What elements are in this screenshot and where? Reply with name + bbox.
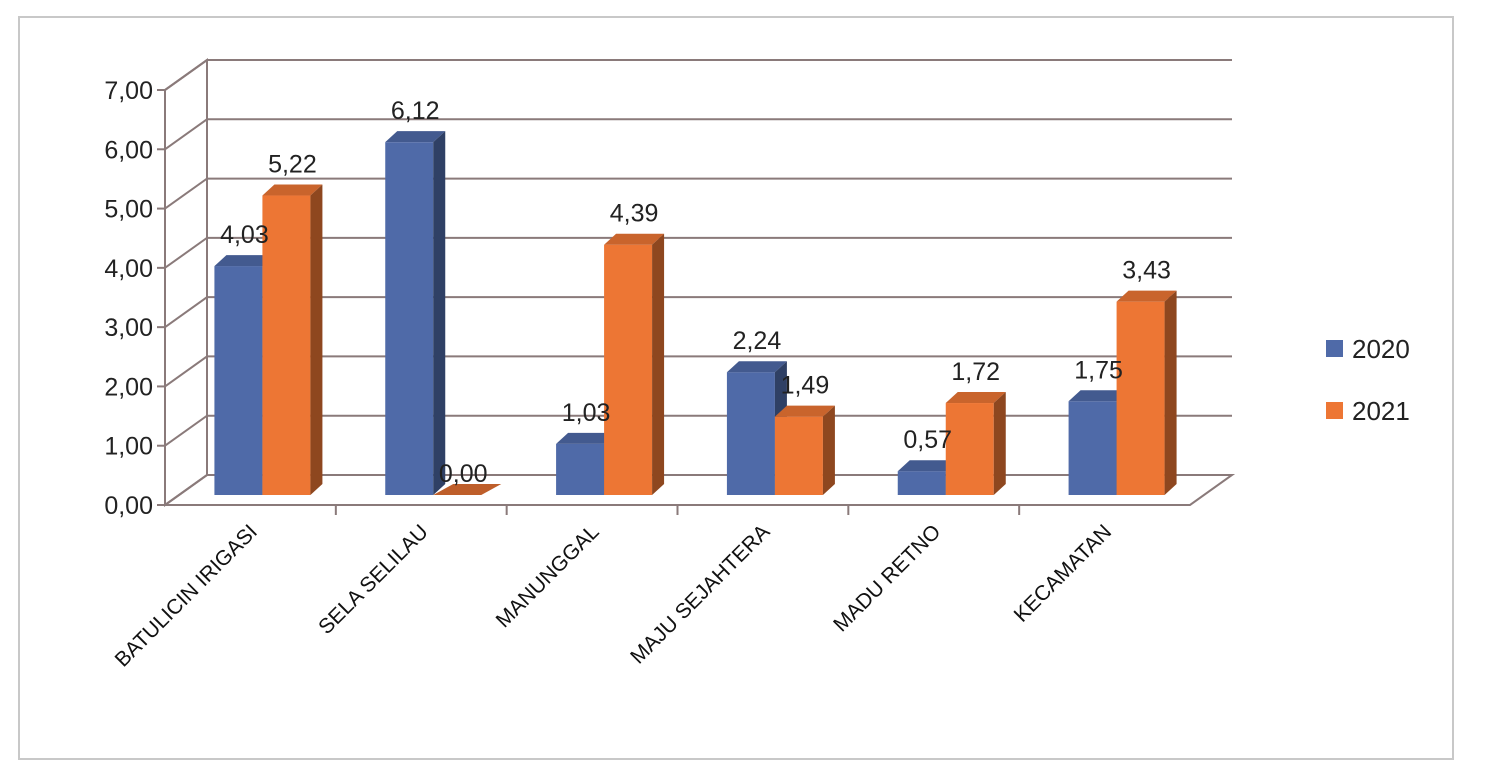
x-category-label: MADU RETNO [829, 520, 945, 636]
gridline [164, 59, 1232, 91]
gridline [164, 118, 1232, 151]
gridline [164, 236, 1232, 269]
bar-2020-1 [385, 131, 446, 495]
bar-top [945, 392, 1006, 404]
bar-front [556, 443, 605, 495]
bar-top [897, 460, 958, 472]
side-wall [164, 58, 208, 507]
data-label: 0,57 [903, 426, 952, 454]
x-category-label: SELA SELILAU [314, 520, 433, 639]
legend-label: 2020 [1352, 334, 1410, 364]
bar-top [1068, 390, 1129, 402]
bar-side [822, 405, 835, 495]
bar-front [774, 416, 823, 495]
bar-top [385, 131, 446, 143]
y-tick-label: 1,00 [104, 433, 153, 461]
x-category-label: MAJU SEJAHTERA [626, 520, 774, 668]
bar-top [726, 361, 787, 373]
data-label: 5,22 [268, 151, 317, 179]
bar-side [310, 184, 323, 495]
bar-2021-0 [262, 184, 323, 495]
gridline [164, 177, 1232, 210]
bar-top [604, 233, 665, 245]
data-label: 1,72 [951, 358, 1000, 386]
data-label: 4,39 [610, 200, 659, 228]
data-label: 1,75 [1074, 356, 1123, 384]
bar-front [897, 471, 946, 495]
data-label: 1,03 [562, 399, 611, 427]
bar-top [433, 484, 502, 495]
bar-top [214, 255, 275, 267]
bar-side [993, 392, 1006, 495]
bar-front [1116, 301, 1165, 495]
y-tick-label: 2,00 [104, 373, 153, 401]
y-tick-label: 5,00 [104, 196, 153, 224]
y-tick-label: 3,00 [104, 314, 153, 342]
bar-front [262, 195, 311, 495]
bar-2021-4 [945, 392, 1006, 495]
bar-top [1116, 290, 1177, 302]
data-label: 4,03 [220, 221, 269, 249]
x-category-label: KECAMATAN [1010, 520, 1116, 626]
y-tick-label: 4,00 [104, 255, 153, 283]
bar-2021-3 [774, 405, 835, 495]
bar-front [214, 266, 263, 495]
data-label: 6,12 [391, 97, 440, 125]
bar-2021-1 [433, 484, 502, 495]
gridline [164, 355, 1232, 388]
legend-label: 2021 [1352, 396, 1410, 426]
legend: 2020 2021 [1326, 334, 1410, 426]
y-tick-label: 0,00 [104, 492, 153, 520]
data-label: 0,00 [439, 460, 488, 488]
bar-top [774, 405, 835, 417]
y-tick-label: 6,00 [104, 136, 153, 164]
bar-top [556, 432, 617, 444]
bar-side [652, 233, 665, 495]
bar-front [945, 403, 994, 495]
gridlines [164, 59, 1232, 447]
data-label: 1,49 [781, 372, 830, 400]
bars [214, 131, 1177, 495]
bar-side [433, 131, 446, 495]
bar-front [726, 372, 775, 495]
data-label: 3,43 [1122, 257, 1171, 285]
bar-2021-5 [1116, 290, 1177, 495]
data-labels: 4,03 5,22 6,12 0,00 1,03 4,39 2,24 1,49 0,57 1,72… [220, 97, 1171, 488]
bar-front [1068, 401, 1117, 495]
y-tick-label: 7,00 [104, 77, 153, 105]
bar-front [385, 142, 434, 495]
bar-side [1164, 290, 1177, 495]
x-category-label: BATULICIN IRIGASI [111, 520, 262, 671]
bar-top [262, 184, 323, 196]
gridline [164, 296, 1232, 328]
legend-swatch [1326, 402, 1343, 419]
legend-swatch [1326, 340, 1343, 357]
x-category-label: MANUNGGAL [492, 520, 604, 632]
bar-front [604, 244, 653, 495]
bar-2021-2 [604, 233, 665, 495]
data-label: 2,24 [733, 327, 782, 355]
gridline [164, 414, 1232, 447]
